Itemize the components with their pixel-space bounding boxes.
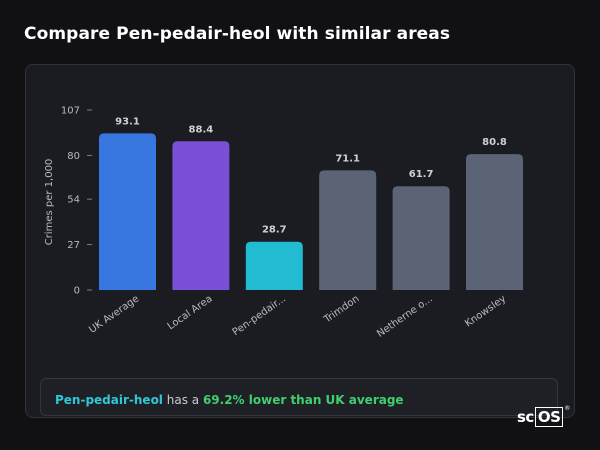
y-axis: 0 27 54 80 107 xyxy=(61,106,92,297)
registered-mark: ® xyxy=(564,405,570,412)
x-tick-label: Knowsley xyxy=(463,293,508,329)
value-labels: 93.1 88.4 28.7 71.1 61.7 80.8 xyxy=(115,116,507,235)
x-tick-label: Pen-pedair... xyxy=(231,293,288,338)
y-axis-label: Crimes per 1,000 xyxy=(44,159,55,246)
bar-value-label: 28.7 xyxy=(262,225,287,236)
x-axis-labels: UK Average Local Area Pen-pedair... Trimdon… xyxy=(87,293,508,339)
y-tick-label: 54 xyxy=(67,195,80,206)
summary-stat: 69.2% lower than UK average xyxy=(202,393,404,407)
x-tick-label: Netherne o... xyxy=(375,293,435,339)
y-tick-label: 27 xyxy=(67,240,80,251)
summary-text: has a xyxy=(162,393,203,407)
bar-value-label: 93.1 xyxy=(115,116,140,127)
bar-value-label: 71.1 xyxy=(335,153,360,164)
summary-area-name: Pen-pedair-heol xyxy=(55,393,163,407)
x-tick-label: UK Average xyxy=(87,293,141,335)
x-tick-label: Local Area xyxy=(166,293,215,332)
y-tick-label: 80 xyxy=(67,151,80,162)
y-tick-label: 107 xyxy=(61,106,80,117)
logo-prefix: sc xyxy=(517,408,534,426)
bar[interactable] xyxy=(245,241,303,290)
bar[interactable] xyxy=(319,170,377,290)
x-tick-label: Trimdon xyxy=(321,293,361,326)
scos-logo: sc OS ® xyxy=(517,405,570,427)
bars xyxy=(99,133,523,290)
bar[interactable] xyxy=(392,186,450,290)
bar-value-label: 80.8 xyxy=(482,137,507,148)
bar[interactable] xyxy=(99,133,156,290)
bar[interactable] xyxy=(466,154,523,290)
y-tick-label: 0 xyxy=(74,286,80,297)
bar-value-label: 61.7 xyxy=(409,169,434,180)
logo-boxed: OS xyxy=(534,407,564,427)
bar-value-label: 88.4 xyxy=(189,124,214,135)
summary-box: Pen-pedair-heol has a 69.2% lower than U… xyxy=(40,378,558,416)
page-title: Compare Pen-pedair-heol with similar are… xyxy=(24,24,451,44)
bar[interactable] xyxy=(172,141,230,290)
